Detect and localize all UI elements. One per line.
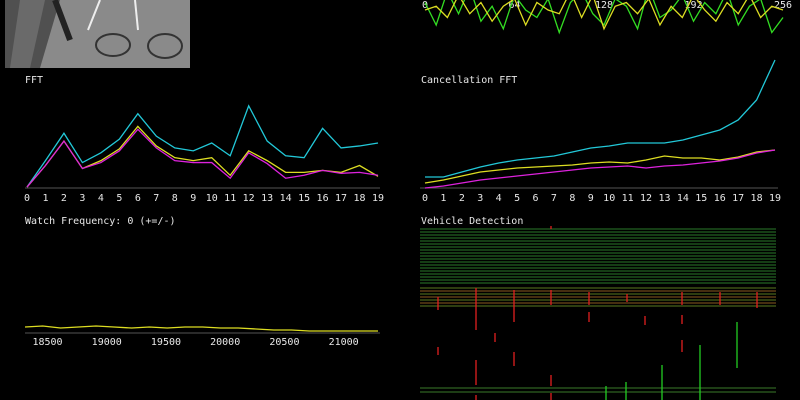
- x-tick-label: 19500: [151, 337, 181, 348]
- x-tick-label: 19: [372, 193, 384, 204]
- x-tick-label: 8: [569, 193, 575, 204]
- series-line: [26, 128, 379, 188]
- x-tick-label: 20500: [269, 337, 299, 348]
- x-tick-label: 21000: [329, 337, 359, 348]
- series-line: [425, 59, 776, 178]
- x-tick-label: 14: [677, 193, 689, 204]
- x-tick-label: 1: [42, 193, 48, 204]
- x-tick-label: 12: [243, 193, 255, 204]
- series-line: [424, 0, 784, 31]
- x-tick-label: 8: [172, 193, 178, 204]
- x-tick-label: 16: [714, 193, 726, 204]
- panel-title: Cancellation FFT: [421, 75, 517, 86]
- x-tick-label: 4: [98, 193, 104, 204]
- camera-pole: [52, 0, 73, 42]
- x-tick-label: 6: [135, 193, 141, 204]
- panel-title: Vehicle Detection: [421, 216, 523, 227]
- x-tick-label: 5: [116, 193, 122, 204]
- x-tick-label: 15: [298, 193, 310, 204]
- series-line: [24, 325, 378, 332]
- panel-title: FFT: [25, 75, 43, 86]
- x-tick-label: 0: [422, 193, 428, 204]
- series-line: [26, 125, 379, 188]
- x-tick-label: 3: [79, 193, 85, 204]
- x-tick-label: 0: [24, 193, 30, 204]
- x-tick-label: 128: [595, 0, 613, 11]
- x-tick-label: 9: [190, 193, 196, 204]
- x-tick-label: 2: [459, 193, 465, 204]
- x-tick-label: 9: [588, 193, 594, 204]
- x-tick-label: 5: [514, 193, 520, 204]
- x-tick-label: 19: [769, 193, 781, 204]
- camera-loop: [147, 33, 183, 59]
- series-line: [424, 149, 776, 189]
- series-line: [26, 104, 379, 188]
- vehicle-detection-display: [420, 226, 776, 400]
- x-tick-label: 16: [317, 193, 329, 204]
- x-tick-label: 18: [751, 193, 763, 204]
- x-tick-label: 17: [732, 193, 744, 204]
- series-line: [424, 0, 784, 35]
- x-tick-label: 4: [496, 193, 502, 204]
- x-tick-label: 17: [335, 193, 347, 204]
- x-tick-label: 3: [477, 193, 483, 204]
- x-tick-label: 11: [224, 193, 236, 204]
- x-tick-label: 18500: [32, 337, 62, 348]
- x-tick-label: 256: [774, 0, 792, 11]
- x-tick-label: 0: [422, 0, 428, 11]
- x-tick-label: 2: [61, 193, 67, 204]
- x-tick-label: 11: [622, 193, 634, 204]
- x-tick-label: 12: [640, 193, 652, 204]
- camera-marking: [134, 0, 139, 31]
- series-line: [424, 149, 776, 184]
- x-tick-label: 64: [508, 0, 520, 11]
- x-tick-label: 6: [533, 193, 539, 204]
- x-tick-label: 20000: [210, 337, 240, 348]
- x-tick-label: 14: [280, 193, 292, 204]
- camera-loop: [95, 33, 131, 57]
- x-tick-label: 7: [551, 193, 557, 204]
- x-tick-label: 15: [695, 193, 707, 204]
- camera-marking: [87, 0, 101, 31]
- x-tick-label: 1: [440, 193, 446, 204]
- x-tick-label: 13: [658, 193, 670, 204]
- x-tick-label: 18: [354, 193, 366, 204]
- panel-title: Watch Frequency: 0 (+=/-): [25, 216, 176, 227]
- x-tick-label: 13: [261, 193, 273, 204]
- x-tick-label: 19000: [92, 337, 122, 348]
- x-tick-label: 7: [153, 193, 159, 204]
- x-tick-label: 192: [684, 0, 702, 11]
- x-tick-label: 10: [206, 193, 218, 204]
- x-tick-label: 10: [603, 193, 615, 204]
- camera-view: [5, 0, 190, 68]
- camera-shade: [10, 0, 45, 68]
